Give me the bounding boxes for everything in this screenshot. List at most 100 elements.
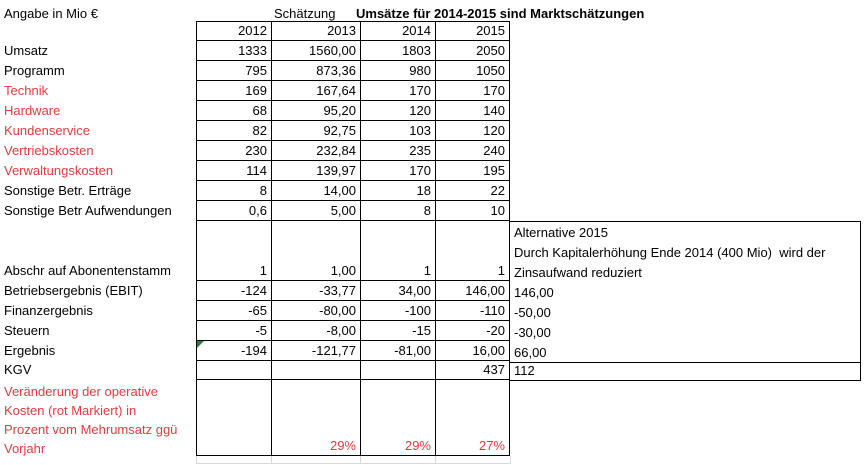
value-cell[interactable]: 230: [196, 141, 271, 161]
value-cell[interactable]: 10: [435, 201, 510, 221]
row-label-cell[interactable]: Verwaltungskosten: [4, 163, 114, 178]
value-cell[interactable]: -110: [435, 301, 510, 321]
row-label-cell[interactable]: Kundenservice: [4, 123, 90, 138]
value-cell[interactable]: -65: [196, 301, 271, 321]
row-label-cell[interactable]: Vertriebskosten: [4, 143, 94, 158]
row-label-cell[interactable]: Sonstige Betr. Erträge: [4, 183, 132, 198]
value-cell[interactable]: -124: [196, 281, 271, 301]
value-cell[interactable]: -100: [360, 301, 435, 321]
note-line[interactable]: Alternative 2015: [514, 225, 608, 240]
row-label-cell[interactable]: Programm: [4, 63, 65, 78]
value-cell[interactable]: 195: [435, 161, 510, 181]
row-label-cell[interactable]: Ergebnis: [4, 343, 56, 358]
year-header-cell[interactable]: 2013: [271, 21, 360, 41]
value-cell[interactable]: 235: [360, 141, 435, 161]
empty-label-cell[interactable]: [0, 21, 196, 41]
value-cell[interactable]: 170: [360, 81, 435, 101]
value-cell[interactable]: 95,20: [271, 101, 360, 121]
value-cell[interactable]: 170: [435, 81, 510, 101]
year-header-cell[interactable]: 2014: [360, 21, 435, 41]
note-line[interactable]: Zinsaufwand reduziert: [514, 265, 642, 280]
value-cell[interactable]: [360, 361, 435, 380]
percent-value-cell[interactable]: [196, 380, 271, 456]
row-label-cell[interactable]: Sonstige Betr Aufwendungen: [4, 203, 172, 218]
value-cell[interactable]: 437: [435, 361, 510, 380]
row-label-cell[interactable]: Steuern: [4, 323, 50, 338]
value-cell[interactable]: 16,00: [435, 341, 510, 361]
value-cell[interactable]: -20: [435, 321, 510, 341]
value-cell[interactable]: 8: [196, 181, 271, 201]
value-cell[interactable]: 5,00: [271, 201, 360, 221]
value-cell[interactable]: 0,6: [196, 201, 271, 221]
gridline-tick: [435, 456, 436, 463]
note-line[interactable]: Durch Kapitalerhöhung Ende 2014 (400 Mio…: [514, 245, 826, 260]
estimate-label-cell[interactable]: Schätzung: [274, 6, 336, 21]
row-label-cell[interactable]: Betriebsergebnis (EBIT): [4, 283, 143, 298]
value-cell[interactable]: -15: [360, 321, 435, 341]
value-cell[interactable]: 34,00: [360, 281, 435, 301]
value-cell[interactable]: 139,97: [271, 161, 360, 181]
row-label-cell[interactable]: Umsatz: [4, 43, 49, 58]
value-cell[interactable]: 120: [360, 101, 435, 121]
value-cell[interactable]: -121,77: [271, 341, 360, 361]
alt-value-cell[interactable]: 146,00: [514, 285, 554, 300]
value-cell[interactable]: 1,00: [271, 221, 360, 281]
value-cell[interactable]: -33,77: [271, 281, 360, 301]
value-cell[interactable]: 92,75: [271, 121, 360, 141]
value-cell[interactable]: 873,36: [271, 61, 360, 81]
percent-value-cell[interactable]: 29%: [360, 380, 435, 456]
value-cell[interactable]: 795: [196, 61, 271, 81]
value-cell[interactable]: 167,64: [271, 81, 360, 101]
unit-label-cell[interactable]: Angabe in Mio €: [4, 6, 98, 21]
value-cell[interactable]: -8,00: [271, 321, 360, 341]
value-cell[interactable]: 1050: [435, 61, 510, 81]
value-cell[interactable]: 146,00: [435, 281, 510, 301]
value-cell[interactable]: 1: [196, 221, 271, 281]
value-cell[interactable]: 1333: [196, 41, 271, 61]
value-cell[interactable]: 22: [435, 181, 510, 201]
sheet-title[interactable]: Umsätze für 2014-2015 sind Marktschätzun…: [356, 6, 645, 21]
year-header-cell[interactable]: 2012: [196, 21, 271, 41]
value-cell[interactable]: -5: [196, 321, 271, 341]
value-cell[interactable]: 2050: [435, 41, 510, 61]
value-cell[interactable]: 240: [435, 141, 510, 161]
data-table: 2012 2013 2014 2015 Umsatz 1333 1560,00 1803 205…: [0, 21, 861, 456]
error-flag-icon: [197, 341, 204, 348]
value-cell[interactable]: 169: [196, 81, 271, 101]
value-cell[interactable]: [196, 361, 271, 380]
value-cell[interactable]: 1560,00: [271, 41, 360, 61]
row-label-cell[interactable]: KGV: [4, 362, 32, 377]
value-cell[interactable]: 14,00: [271, 181, 360, 201]
value-cell[interactable]: -81,00: [360, 341, 435, 361]
alt-value-cell[interactable]: -50,00: [514, 305, 551, 320]
percent-row-label-cell[interactable]: Veränderung der operative Kosten (rot Mar…: [4, 384, 178, 456]
alt-value-cell[interactable]: 66,00: [514, 345, 547, 360]
alt-value-cell[interactable]: -30,00: [514, 325, 551, 340]
value-cell[interactable]: 120: [435, 121, 510, 141]
value-cell[interactable]: -194: [196, 341, 271, 361]
value-cell[interactable]: 980: [360, 61, 435, 81]
row-label-cell[interactable]: Technik: [4, 83, 49, 98]
value-cell[interactable]: [271, 361, 360, 380]
value-cell[interactable]: 1: [360, 221, 435, 281]
value-cell[interactable]: 1803: [360, 41, 435, 61]
row-label-cell[interactable]: Abschr auf Abonentenstamm: [4, 263, 171, 278]
percent-value-cell[interactable]: 29%: [271, 380, 360, 456]
value-cell[interactable]: 82: [196, 121, 271, 141]
value-cell[interactable]: 8: [360, 201, 435, 221]
value-cell[interactable]: 114: [196, 161, 271, 181]
value-cell[interactable]: 1: [435, 221, 510, 281]
value-cell[interactable]: 140: [435, 101, 510, 121]
value-cell[interactable]: 18: [360, 181, 435, 201]
value-cell[interactable]: -80,00: [271, 301, 360, 321]
value-cell[interactable]: 170: [360, 161, 435, 181]
row-label-cell[interactable]: Finanzergebnis: [4, 303, 93, 318]
year-header-cell[interactable]: 2015: [435, 21, 510, 41]
percent-value-cell[interactable]: 27%: [435, 380, 510, 456]
value-cell[interactable]: 103: [360, 121, 435, 141]
row-label-cell[interactable]: Hardware: [4, 103, 61, 118]
value-cell[interactable]: 232,84: [271, 141, 360, 161]
value-cell[interactable]: 68: [196, 101, 271, 121]
kgv-alt-value-cell[interactable]: 112: [510, 362, 860, 381]
